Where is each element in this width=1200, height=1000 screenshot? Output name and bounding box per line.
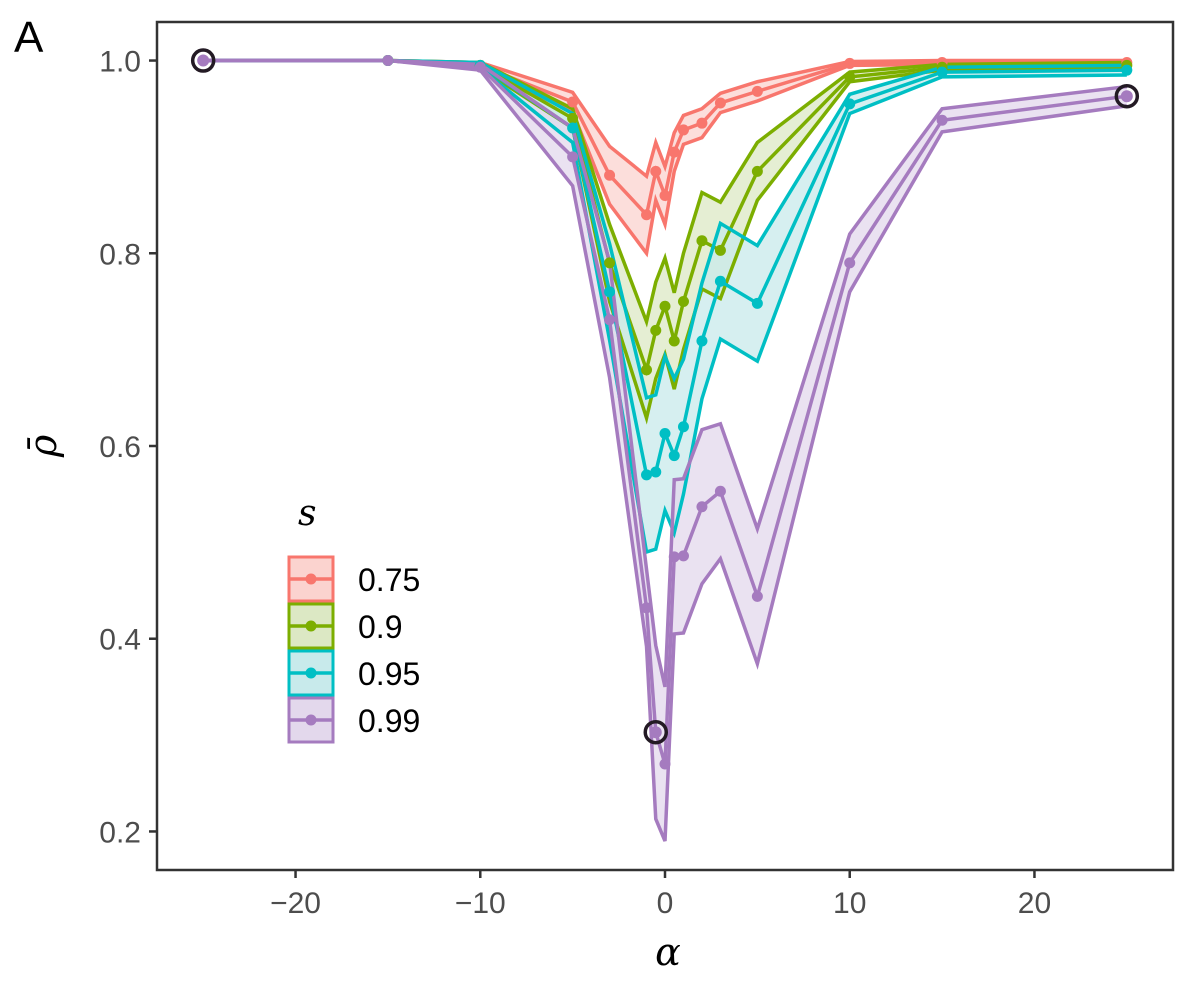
data-point: [1121, 64, 1133, 76]
data-point: [641, 469, 653, 481]
data-point: [474, 61, 486, 73]
data-point: [936, 114, 948, 126]
data-point: [641, 602, 653, 614]
data-point: [382, 55, 394, 67]
data-point: [696, 235, 708, 247]
data-point: [696, 117, 708, 129]
data-point: [714, 244, 726, 256]
legend-key-point: [305, 667, 317, 679]
x-axis: −20 −10 0 10 20: [270, 870, 1051, 920]
y-tick-label: 0.4: [99, 624, 141, 657]
y-tick-label: 1.0: [99, 46, 141, 79]
x-tick-label: 0: [657, 887, 674, 920]
x-tick-label: −10: [455, 887, 506, 920]
highlighted-points: [190, 48, 1140, 745]
data-point: [751, 590, 763, 602]
data-point: [567, 151, 579, 163]
highlighted-point-dot: [1120, 90, 1133, 103]
legend-key-point: [305, 573, 317, 585]
legend-title: s: [298, 493, 316, 534]
data-point: [677, 124, 689, 136]
data-point: [604, 314, 616, 326]
y-axis: 0.2 0.4 0.6 0.8 1.0: [99, 46, 157, 849]
data-point: [714, 97, 726, 109]
legend-key-point: [305, 714, 317, 726]
data-point: [677, 550, 689, 562]
legend-label-s-0.95: 0.95: [358, 656, 420, 692]
data-point: [714, 275, 726, 287]
ci-band-s-0.95: [203, 60, 1127, 552]
y-axis-label: ρ̄: [21, 434, 65, 458]
x-tick-label: 10: [833, 887, 866, 920]
ci-lower-line-s-0.95: [203, 58, 1127, 555]
data-point: [696, 335, 708, 347]
data-point: [659, 758, 671, 770]
data-point: [714, 485, 726, 497]
data-point: [604, 286, 616, 298]
highlight-ring: [643, 719, 669, 745]
data-point: [677, 421, 689, 433]
ci-upper-line-s-0.95: [203, 58, 1127, 401]
data-point: [668, 146, 680, 158]
legend-key-point: [305, 620, 317, 632]
legend-label-s-0.75: 0.75: [358, 562, 420, 598]
highlighted-point-dot: [197, 54, 210, 67]
data-point: [751, 165, 763, 177]
highlight-ring: [190, 48, 216, 73]
ci-lower-line-s-0.99: [203, 58, 1128, 842]
data-point: [650, 324, 662, 336]
data-point: [650, 165, 662, 177]
x-axis-label: α: [655, 930, 681, 974]
data-point: [659, 189, 671, 201]
data-point: [751, 85, 763, 97]
data-point: [659, 427, 671, 439]
data-point: [751, 297, 763, 309]
data-point: [567, 122, 579, 134]
ci-upper-line-s-0.99: [203, 58, 1128, 688]
data-point: [844, 71, 856, 83]
data-point: [659, 300, 671, 312]
legend: s 0.75 0.9 0.95 0.99: [287, 493, 420, 744]
data-point: [677, 295, 689, 307]
legend-label-s-0.9: 0.9: [358, 609, 402, 645]
data-point: [844, 57, 856, 69]
ci-upper-line-s-0.9: [203, 58, 1127, 328]
data-point: [844, 98, 856, 110]
data-point: [650, 466, 662, 478]
data-point: [696, 501, 708, 513]
data-point: [604, 169, 616, 181]
series-line-s-0.99: [203, 58, 1128, 765]
series-line-s-0.9: [203, 58, 1127, 377]
data-point: [936, 66, 948, 78]
data-point: [567, 96, 579, 108]
highlight-ring: [1114, 83, 1140, 109]
ci-band-s-0.9: [203, 60, 1127, 419]
confidence-bands: [203, 60, 1127, 842]
ci-lower-line-s-0.75: [203, 58, 1127, 258]
y-tick-label: 0.2: [99, 816, 141, 849]
y-tick-label: 0.6: [99, 431, 141, 464]
data-point: [668, 551, 680, 563]
legend-label-s-0.99: 0.99: [358, 703, 420, 739]
data-point: [641, 364, 653, 376]
x-tick-label: 20: [1018, 887, 1051, 920]
panel-label: A: [14, 13, 44, 62]
x-tick-label: −20: [270, 887, 321, 920]
data-point: [668, 335, 680, 347]
data-point: [641, 209, 653, 221]
data-point: [844, 257, 856, 269]
highlighted-point-dot: [649, 726, 662, 739]
y-tick-label: 0.8: [99, 238, 141, 271]
data-point: [668, 450, 680, 462]
data-point: [567, 112, 579, 124]
data-point: [604, 257, 616, 269]
series-lines: [203, 58, 1128, 842]
